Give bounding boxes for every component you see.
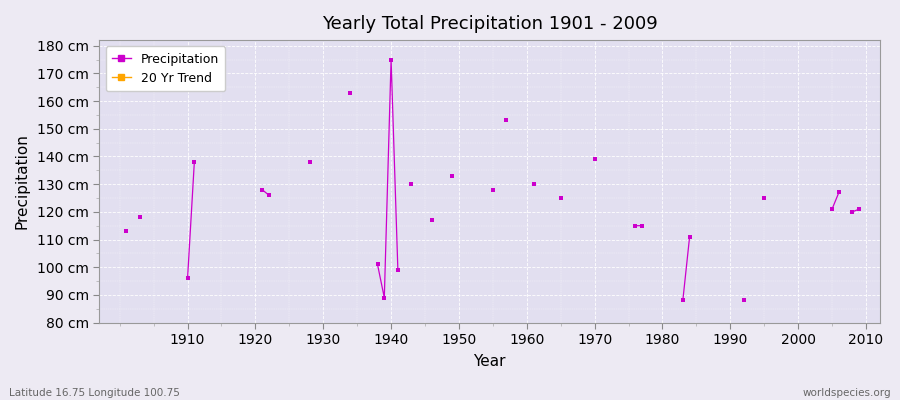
Text: Latitude 16.75 Longitude 100.75: Latitude 16.75 Longitude 100.75 [9,388,180,398]
Text: worldspecies.org: worldspecies.org [803,388,891,398]
Title: Yearly Total Precipitation 1901 - 2009: Yearly Total Precipitation 1901 - 2009 [321,15,657,33]
X-axis label: Year: Year [473,354,506,369]
Legend: Precipitation, 20 Yr Trend: Precipitation, 20 Yr Trend [105,46,225,91]
Y-axis label: Precipitation: Precipitation [15,134,30,229]
